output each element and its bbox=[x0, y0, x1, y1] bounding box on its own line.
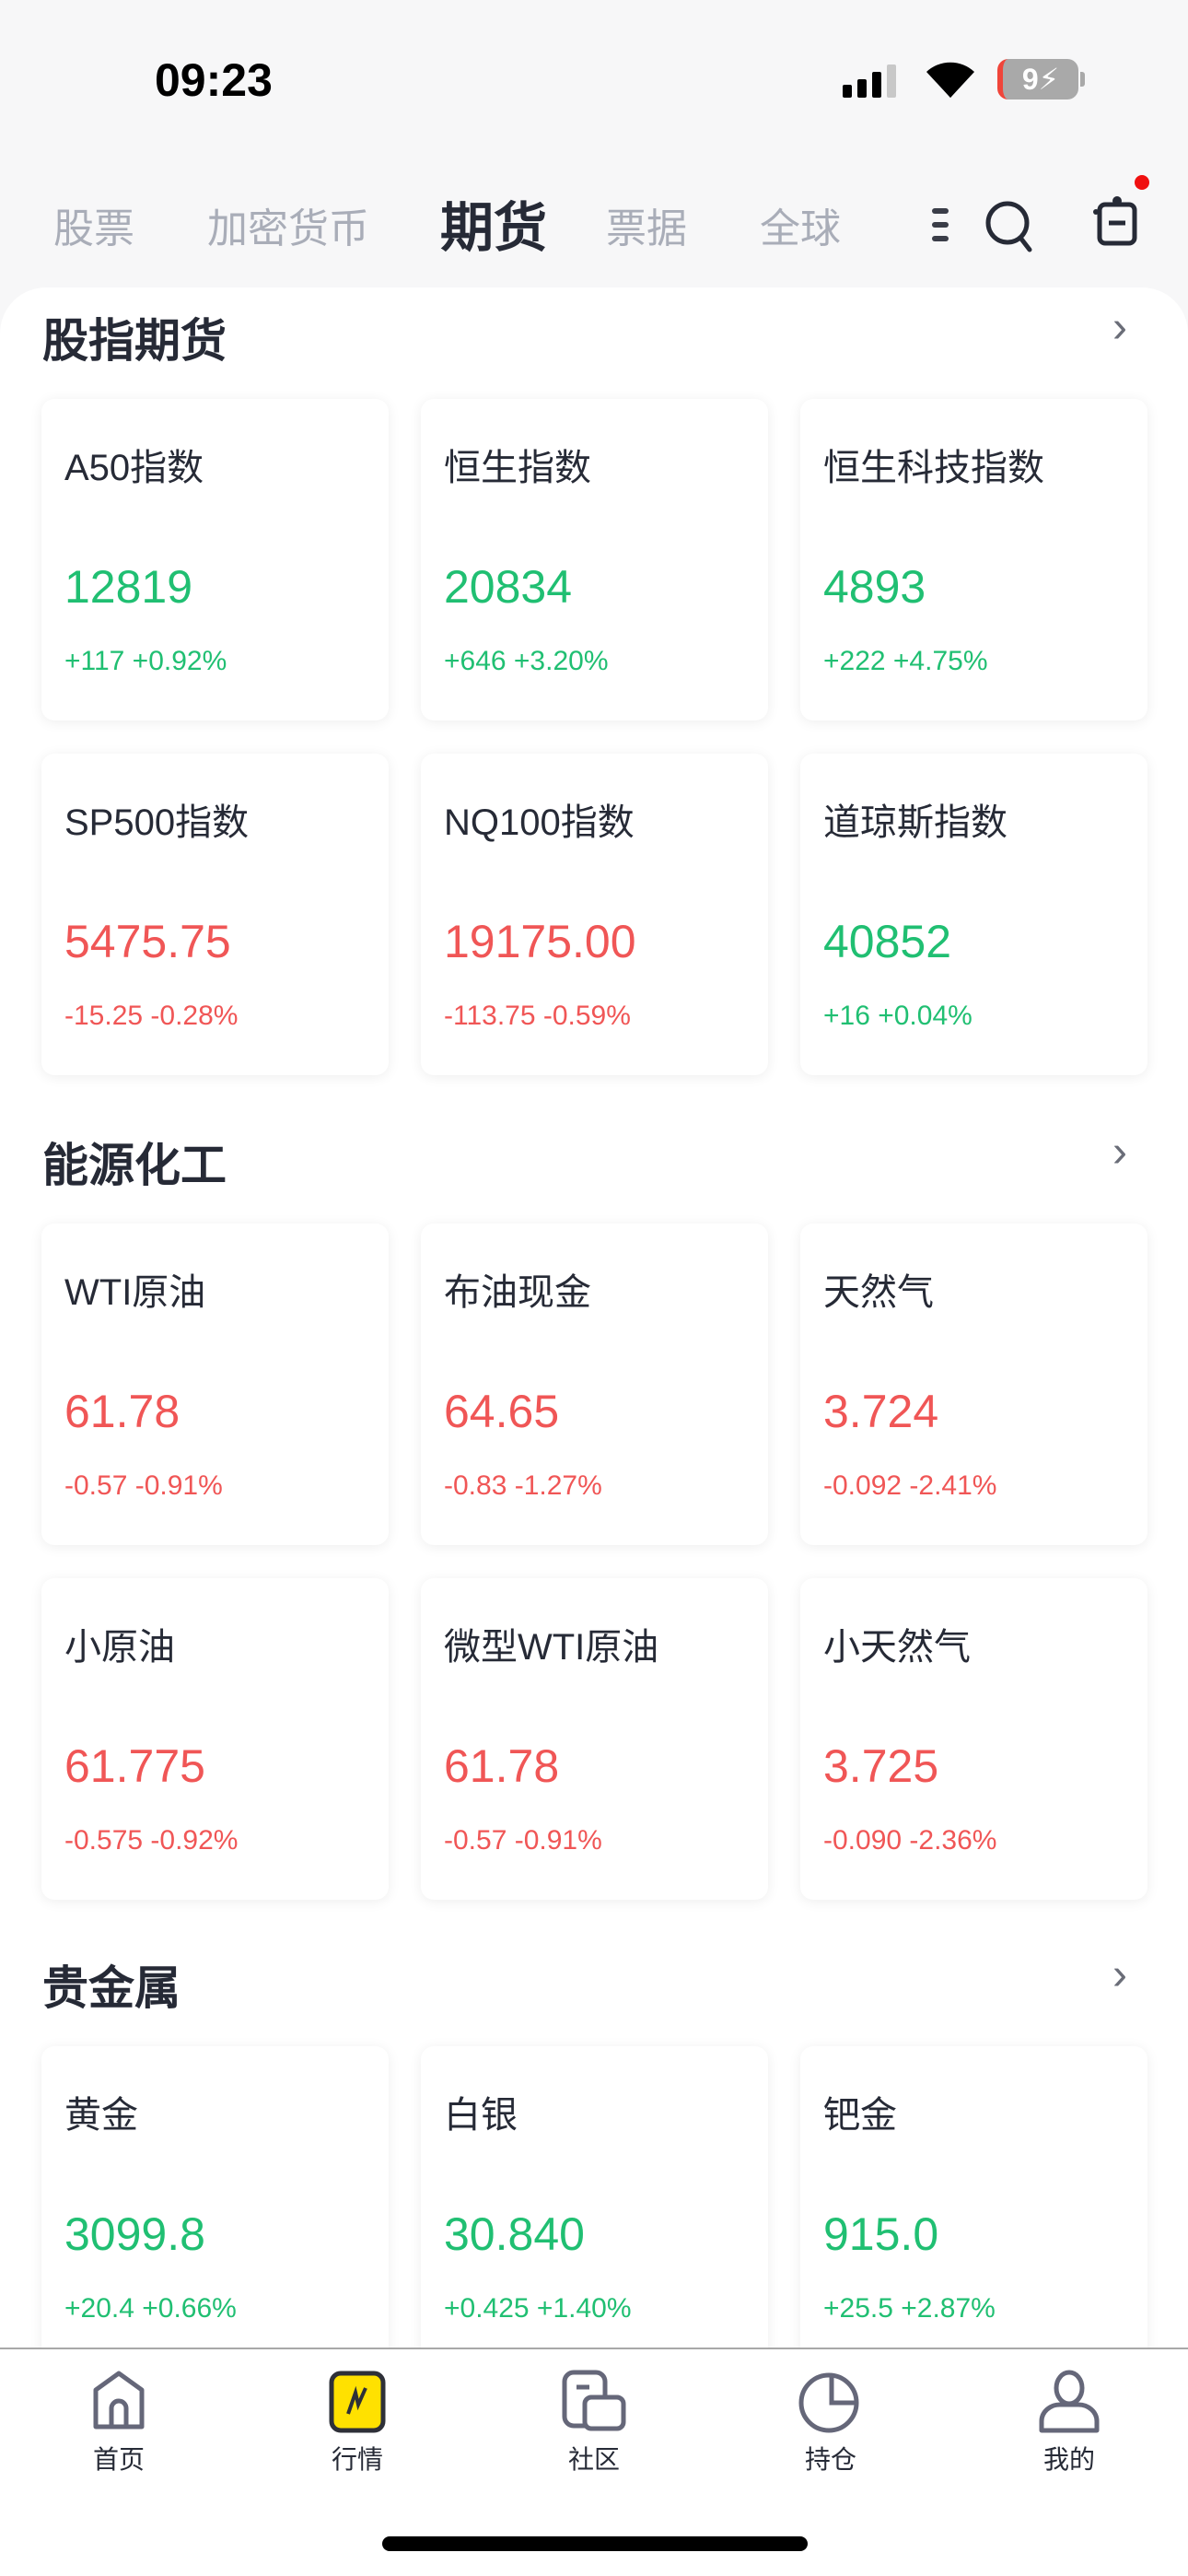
status-time: 09:23 bbox=[155, 54, 273, 106]
quote-price: 61.78 bbox=[444, 1740, 560, 1792]
quote-card[interactable]: 天然气 3.724 -0.092 -2.41% bbox=[800, 1224, 1147, 1545]
quote-name: 天然气 bbox=[823, 1272, 934, 1313]
search-icon[interactable] bbox=[984, 199, 1035, 254]
tab-global[interactable]: 全球 bbox=[760, 206, 841, 252]
quote-change: -113.75 -0.59% bbox=[444, 1001, 631, 1031]
home-icon bbox=[93, 2371, 145, 2430]
tab-stocks[interactable]: 股票 bbox=[53, 206, 134, 252]
quote-name: 白银 bbox=[444, 2095, 518, 2136]
chevron-right-icon[interactable]: › bbox=[1112, 1128, 1127, 1177]
quote-name: 恒生指数 bbox=[444, 448, 591, 488]
quote-change: +646 +3.20% bbox=[444, 646, 609, 676]
quote-name: A50指数 bbox=[64, 448, 204, 488]
quote-change: -0.57 -0.91% bbox=[444, 1825, 602, 1856]
quote-change: -0.090 -2.36% bbox=[823, 1825, 997, 1856]
quote-name: 道琼斯指数 bbox=[823, 802, 1007, 843]
quote-name: 钯金 bbox=[823, 2095, 897, 2136]
tab-futures[interactable]: 期货 bbox=[440, 198, 548, 258]
section-title: 贵金属 bbox=[42, 1962, 181, 2014]
nav-home-label: 首页 bbox=[92, 2445, 145, 2474]
quote-price: 5475.75 bbox=[64, 916, 231, 967]
quote-name: SP500指数 bbox=[64, 802, 250, 843]
quote-price: 61.775 bbox=[64, 1740, 205, 1792]
quote-change: -15.25 -0.28% bbox=[64, 1001, 239, 1031]
quote-change: -0.092 -2.41% bbox=[823, 1470, 997, 1501]
pie-chart-icon bbox=[798, 2372, 859, 2433]
status-bar: 09:23 9⚡ bbox=[0, 0, 1188, 157]
nav-positions[interactable]: 持仓 bbox=[766, 2370, 895, 2476]
quote-price: 19175.00 bbox=[444, 916, 636, 967]
nav-positions-label: 持仓 bbox=[804, 2445, 856, 2474]
quote-card[interactable]: 白银 30.840 +0.425 +1.40% bbox=[421, 2046, 768, 2368]
market-tabs: 股票 加密货币 期货 票据 全球 bbox=[0, 175, 1188, 267]
section-title: 股指期货 bbox=[42, 315, 227, 367]
quote-change: +25.5 +2.87% bbox=[823, 2293, 996, 2324]
quote-change: -0.83 -1.27% bbox=[444, 1470, 602, 1501]
quote-price: 61.78 bbox=[64, 1386, 181, 1437]
quote-card[interactable]: 恒生指数 20834 +646 +3.20% bbox=[421, 399, 768, 720]
quote-card[interactable]: A50指数 12819 +117 +0.92% bbox=[41, 399, 389, 720]
quote-price: 64.65 bbox=[444, 1386, 560, 1437]
quote-name: 微型WTI原油 bbox=[444, 1627, 659, 1668]
quote-price: 12819 bbox=[64, 561, 193, 613]
quote-name: 小天然气 bbox=[823, 1627, 971, 1668]
quote-card[interactable]: 钯金 915.0 +25.5 +2.87% bbox=[800, 2046, 1147, 2368]
community-chat-icon bbox=[562, 2370, 626, 2431]
quote-card[interactable]: 道琼斯指数 40852 +16 +0.04% bbox=[800, 754, 1147, 1075]
tab-crypto[interactable]: 加密货币 bbox=[207, 206, 369, 252]
quote-price: 4893 bbox=[823, 561, 926, 613]
quote-card[interactable]: 黄金 3099.8 +20.4 +0.66% bbox=[41, 2046, 389, 2368]
market-chart-icon bbox=[329, 2371, 386, 2433]
home-indicator[interactable] bbox=[382, 2536, 808, 2551]
battery-icon: 9⚡ bbox=[997, 59, 1078, 100]
quote-name: 恒生科技指数 bbox=[823, 448, 1044, 488]
robot-icon[interactable] bbox=[1089, 175, 1153, 249]
menu-icon[interactable] bbox=[930, 206, 952, 243]
quote-card[interactable]: 小原油 61.775 -0.575 -0.92% bbox=[41, 1578, 389, 1900]
quote-price: 3.725 bbox=[823, 1740, 939, 1792]
quote-change: +0.425 +1.40% bbox=[444, 2293, 632, 2324]
quote-price: 3.724 bbox=[823, 1386, 939, 1437]
quote-price: 30.840 bbox=[444, 2208, 585, 2260]
quote-card[interactable]: 布油现金 64.65 -0.83 -1.27% bbox=[421, 1224, 768, 1545]
quote-change: +117 +0.92% bbox=[64, 646, 227, 676]
nav-market[interactable]: 行情 bbox=[293, 2370, 422, 2476]
user-icon bbox=[1039, 2370, 1100, 2433]
quote-name: 小原油 bbox=[64, 1627, 175, 1668]
quote-price: 40852 bbox=[823, 916, 952, 967]
quote-card[interactable]: 恒生科技指数 4893 +222 +4.75% bbox=[800, 399, 1147, 720]
quote-change: -0.575 -0.92% bbox=[64, 1825, 239, 1856]
cellular-signal-icon bbox=[843, 64, 896, 98]
quote-name: WTI原油 bbox=[64, 1272, 206, 1313]
nav-community[interactable]: 社区 bbox=[530, 2370, 658, 2476]
battery-tip bbox=[1080, 72, 1085, 87]
quote-price: 915.0 bbox=[823, 2208, 939, 2260]
chevron-right-icon[interactable]: › bbox=[1112, 1950, 1127, 1999]
quote-card[interactable]: SP500指数 5475.75 -15.25 -0.28% bbox=[41, 754, 389, 1075]
quote-card[interactable]: 小天然气 3.725 -0.090 -2.36% bbox=[800, 1578, 1147, 1900]
quote-name: 黄金 bbox=[64, 2095, 138, 2136]
nav-profile[interactable]: 我的 bbox=[1005, 2370, 1134, 2476]
quote-card[interactable]: WTI原油 61.78 -0.57 -0.91% bbox=[41, 1224, 389, 1545]
quote-change: -0.57 -0.91% bbox=[64, 1470, 223, 1501]
quote-card[interactable]: 微型WTI原油 61.78 -0.57 -0.91% bbox=[421, 1578, 768, 1900]
nav-market-label: 行情 bbox=[331, 2445, 383, 2474]
quote-card[interactable]: NQ100指数 19175.00 -113.75 -0.59% bbox=[421, 754, 768, 1075]
nav-community-label: 社区 bbox=[567, 2445, 620, 2474]
section-title: 能源化工 bbox=[42, 1140, 227, 1191]
quote-change: +16 +0.04% bbox=[823, 1001, 973, 1031]
quote-price: 3099.8 bbox=[64, 2208, 205, 2260]
tab-bills[interactable]: 票据 bbox=[606, 206, 687, 252]
battery-level: 9 bbox=[1021, 63, 1039, 96]
quote-name: 布油现金 bbox=[444, 1272, 591, 1313]
nav-profile-label: 我的 bbox=[1042, 2445, 1095, 2474]
chevron-right-icon[interactable]: › bbox=[1112, 303, 1127, 352]
nav-home[interactable]: 首页 bbox=[54, 2370, 183, 2476]
quote-change: +222 +4.75% bbox=[823, 646, 988, 676]
wifi-icon bbox=[926, 62, 974, 98]
quote-price: 20834 bbox=[444, 561, 573, 613]
quote-name: NQ100指数 bbox=[444, 802, 635, 843]
quote-change: +20.4 +0.66% bbox=[64, 2293, 237, 2324]
